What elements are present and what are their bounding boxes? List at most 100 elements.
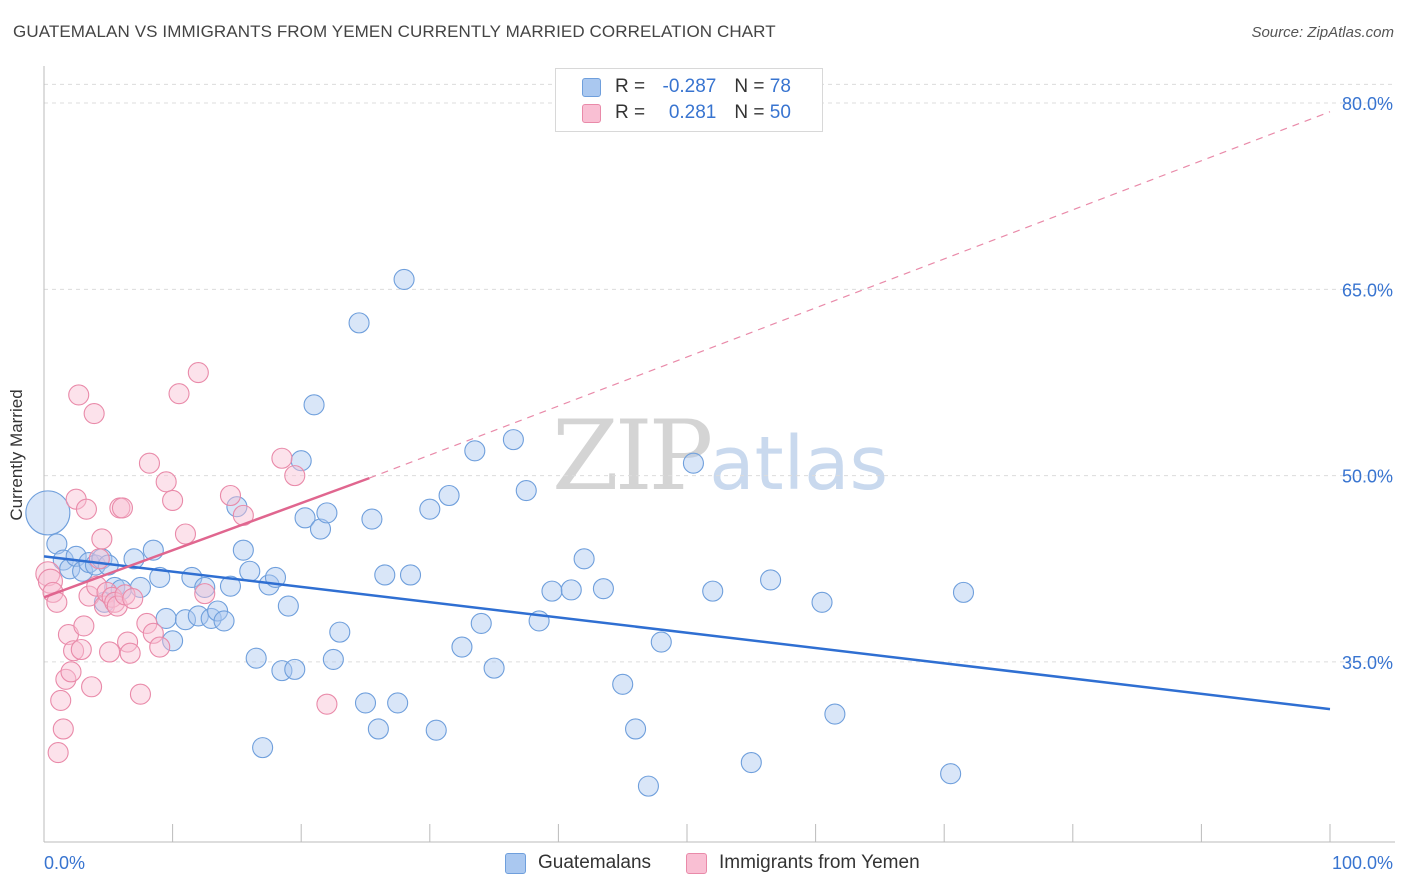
- guatemalan-point: [438, 484, 460, 507]
- yemen-point: [91, 528, 113, 550]
- watermark-atlas: atlas: [709, 421, 889, 507]
- legend-swatch-guatemalans: [582, 77, 601, 97]
- guatemalan-point: [425, 719, 447, 741]
- guatemalan-point: [194, 576, 216, 598]
- guatemalan-point: [612, 673, 634, 695]
- legend-n-label: N =: [734, 102, 770, 123]
- guatemalan-point: [464, 440, 486, 462]
- yemen-point: [122, 588, 144, 610]
- yemen-point: [162, 489, 184, 512]
- guatemalan-point: [367, 718, 389, 740]
- y-tick-label: 35.0%: [1342, 653, 1393, 673]
- guatemalan-point: [232, 539, 254, 561]
- guatemalan-point: [637, 775, 659, 797]
- guatemalan-point: [84, 554, 106, 576]
- guatemalan-point: [25, 490, 71, 536]
- guatemalan-point: [361, 508, 383, 530]
- y-axis-label: Currently Married: [7, 389, 26, 521]
- legend-r-value: 0.281: [668, 102, 717, 123]
- yemen-point: [73, 615, 95, 637]
- guatemalan-point: [129, 576, 151, 598]
- watermark: ZIPatlas: [552, 400, 888, 512]
- bottom-legend-swatch-guatemalans: [505, 852, 526, 874]
- guatemalan-point: [219, 575, 242, 597]
- legend-r-value: -0.287: [662, 76, 717, 97]
- yemen-point: [63, 640, 85, 662]
- yemen-point: [99, 641, 121, 663]
- guatemalan-point: [399, 564, 422, 586]
- legend-row-yemen: R = 0.281 N = 50: [582, 100, 791, 126]
- guatemalan-point: [515, 479, 537, 502]
- guatemalan-point: [348, 312, 370, 334]
- guatemalan-point: [483, 657, 505, 679]
- guatemalan-point: [740, 751, 762, 774]
- guatemalan-point: [316, 502, 338, 524]
- guatemalan-point: [174, 609, 197, 631]
- guatemalan-point: [213, 610, 235, 632]
- guatemalan-point: [329, 621, 351, 643]
- guatemalan-point: [702, 580, 724, 602]
- bottom-legend-swatch-yemen: [686, 852, 707, 874]
- guatemalan-point: [952, 581, 975, 603]
- legend-n-value: 50: [769, 102, 791, 123]
- yemen-point: [119, 642, 141, 664]
- yemen-point: [88, 548, 110, 570]
- yemen-point: [142, 622, 164, 644]
- yemen-point: [68, 384, 90, 406]
- yemen-point: [219, 484, 242, 507]
- guatemalan-point: [284, 658, 306, 680]
- y-tick-label: 50.0%: [1342, 467, 1393, 487]
- yemen-point: [194, 583, 216, 605]
- legend-row-guatemalans: R = -0.287 N = 78: [582, 74, 791, 100]
- guatemalan-point: [226, 496, 248, 518]
- guatemalan-point: [393, 268, 415, 290]
- guatemalan-point: [309, 518, 332, 540]
- bottom-legend-guatemalans: Guatemalans: [505, 852, 651, 874]
- yemen-point: [111, 497, 133, 519]
- yemen-point: [81, 676, 103, 698]
- legend-n-label: N =: [734, 76, 770, 97]
- yemen-point: [271, 447, 293, 469]
- guatemalan-point: [811, 591, 833, 613]
- yemen-point: [47, 742, 69, 764]
- yemen-point: [168, 383, 190, 405]
- guatemalan-trend-line: [43, 555, 1331, 711]
- guatemalan-point: [451, 636, 473, 658]
- guatemalan-point: [149, 566, 171, 589]
- guatemalan-point: [502, 429, 524, 451]
- guatemalan-point: [682, 452, 704, 474]
- bottom-legend-label: Guatemalans: [538, 852, 652, 873]
- legend-n-value: 78: [769, 76, 791, 97]
- yemen-point: [129, 683, 151, 705]
- legend-r-label: R =: [615, 102, 651, 123]
- yemen-point: [187, 361, 209, 384]
- guatemalan-point: [419, 498, 441, 520]
- yemen-point: [136, 612, 158, 634]
- y-tick-label: 65.0%: [1342, 280, 1393, 300]
- yemen-point: [174, 523, 197, 545]
- yemen-point: [70, 638, 92, 661]
- guatemalan-point: [760, 569, 782, 591]
- chart-title: GUATEMALAN VS IMMIGRANTS FROM YEMEN CURR…: [13, 22, 776, 41]
- yemen-trend-extension: [369, 111, 1331, 479]
- guatemalan-point: [387, 692, 409, 714]
- guatemalan-point: [245, 647, 267, 669]
- guatemalan-point: [303, 394, 325, 416]
- guatemalan-point: [46, 533, 68, 555]
- guatemalan-point: [162, 630, 184, 652]
- guatemalan-point: [354, 692, 377, 714]
- guatemalan-point: [625, 718, 647, 740]
- yemen-point: [155, 471, 177, 493]
- yemen-point: [316, 693, 338, 715]
- bottom-legend-yemen: Immigrants from Yemen: [686, 852, 920, 874]
- yemen-point: [106, 595, 128, 617]
- yemen-point: [149, 636, 171, 658]
- yemen-point: [284, 465, 306, 487]
- guatemalan-point: [277, 595, 299, 617]
- x-tick-label: 0.0%: [44, 853, 85, 873]
- legend-swatch-yemen: [582, 103, 601, 123]
- guatemalan-point: [650, 631, 672, 653]
- guatemalan-point: [560, 579, 582, 601]
- x-tick-label: 100.0%: [1332, 853, 1393, 873]
